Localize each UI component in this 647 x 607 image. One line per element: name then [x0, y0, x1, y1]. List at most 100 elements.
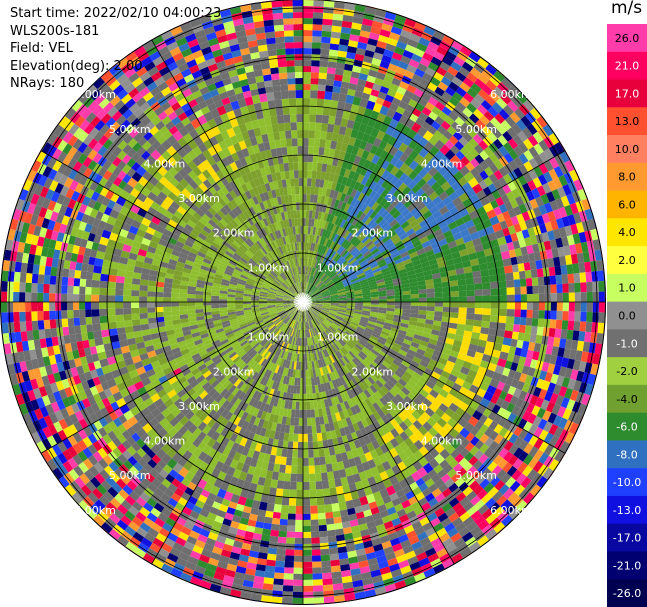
- velocity-gate: [306, 303, 315, 307]
- velocity-gate: [506, 191, 516, 202]
- velocity-gate: [380, 330, 390, 337]
- velocity-gate: [403, 70, 415, 80]
- velocity-gate: [303, 274, 305, 282]
- velocity-gate: [418, 112, 429, 122]
- velocity-gate: [344, 314, 353, 319]
- velocity-gate: [564, 431, 575, 444]
- velocity-gate: [405, 352, 415, 361]
- velocity-gate: [448, 81, 460, 92]
- velocity-gate: [432, 210, 443, 220]
- velocity-gate: [310, 513, 319, 520]
- velocity-gate: [401, 236, 411, 244]
- velocity-gate: [414, 227, 425, 236]
- velocity-gate: [452, 232, 463, 241]
- velocity-gate: [303, 98, 311, 107]
- velocity-gate: [316, 195, 322, 204]
- velocity-gate: [433, 228, 444, 238]
- velocity-gate: [459, 146, 470, 157]
- velocity-gate: [459, 81, 471, 93]
- velocity-gate: [379, 264, 389, 271]
- velocity-gate: [332, 510, 341, 518]
- velocity-gate: [415, 102, 425, 112]
- velocity-gate: [314, 304, 323, 308]
- velocity-gate: [339, 248, 347, 256]
- velocity-gate: [400, 251, 409, 259]
- velocity-gate: [552, 415, 563, 427]
- velocity-gate: [357, 78, 367, 87]
- velocity-gate: [523, 161, 534, 172]
- velocity-gate: [366, 230, 375, 239]
- velocity-gate: [442, 347, 452, 356]
- velocity-gate: [317, 154, 324, 164]
- velocity-gate: [348, 272, 356, 278]
- velocity-gate: [377, 229, 386, 238]
- velocity-gate: [305, 282, 308, 291]
- velocity-gate: [508, 346, 517, 355]
- velocity-gate: [317, 270, 323, 279]
- velocity-gate: [440, 243, 450, 252]
- velocity-gate: [397, 265, 406, 272]
- velocity-gate: [498, 203, 508, 214]
- velocity-gate: [320, 42, 331, 50]
- velocity-gate: [388, 333, 397, 340]
- velocity-gate: [404, 262, 414, 269]
- velocity-gate: [408, 277, 418, 284]
- velocity-gate: [381, 80, 392, 89]
- velocity-gate: [271, 596, 283, 604]
- velocity-gate: [361, 115, 370, 126]
- velocity-gate: [394, 225, 404, 234]
- velocity-gate: [532, 302, 539, 311]
- velocity-gate: [402, 309, 411, 314]
- velocity-gate: [395, 213, 405, 223]
- velocity-gate: [527, 179, 537, 191]
- velocity-gate: [356, 210, 364, 220]
- velocity-gate: [413, 153, 424, 165]
- velocity-gate: [365, 43, 377, 53]
- velocity-gate: [438, 357, 448, 366]
- velocity-gate: [406, 64, 417, 74]
- velocity-gate: [449, 317, 459, 324]
- velocity-gate: [532, 386, 542, 398]
- velocity-gate: [353, 312, 362, 317]
- velocity-gate: [379, 333, 389, 340]
- velocity-gate: [330, 165, 337, 174]
- velocity-gate: [303, 519, 311, 526]
- velocity-gate: [503, 265, 513, 274]
- velocity-gate: [431, 106, 442, 116]
- velocity-gate: [372, 213, 381, 222]
- velocity-gate: [325, 205, 331, 214]
- velocity-gate: [503, 141, 514, 153]
- velocity-gate: [307, 234, 311, 243]
- velocity-gate: [390, 327, 400, 333]
- velocity-gate: [322, 107, 331, 116]
- velocity-gate: [321, 115, 330, 124]
- velocity-gate: [479, 333, 489, 342]
- velocity-gate: [333, 320, 342, 326]
- velocity-gate: [459, 45, 472, 57]
- velocity-gate: [339, 237, 346, 246]
- velocity-gate: [271, 517, 281, 525]
- velocity-gate: [329, 308, 338, 312]
- velocity-gate: [484, 156, 494, 167]
- velocity-gate: [364, 227, 373, 236]
- velocity-gate: [486, 385, 497, 395]
- velocity-gate: [372, 250, 381, 258]
- velocity-gate: [439, 135, 449, 145]
- velocity-gate: [341, 20, 353, 29]
- velocity-gate: [308, 284, 313, 292]
- velocity-gate: [400, 322, 409, 329]
- velocity-gate: [307, 178, 312, 187]
- velocity-gate: [545, 249, 554, 259]
- velocity-gate: [322, 303, 331, 305]
- velocity-gate: [532, 131, 544, 144]
- velocity-gate: [353, 311, 363, 315]
- velocity-gate: [401, 315, 410, 321]
- velocity-gate: [327, 314, 336, 319]
- velocity-gate: [340, 26, 352, 35]
- velocity-gate: [402, 290, 411, 295]
- velocity-gate: [319, 530, 328, 538]
- velocity-gate: [303, 48, 312, 55]
- velocity-gate: [380, 221, 390, 230]
- velocity-gate: [350, 225, 358, 234]
- velocity-gate: [334, 116, 343, 126]
